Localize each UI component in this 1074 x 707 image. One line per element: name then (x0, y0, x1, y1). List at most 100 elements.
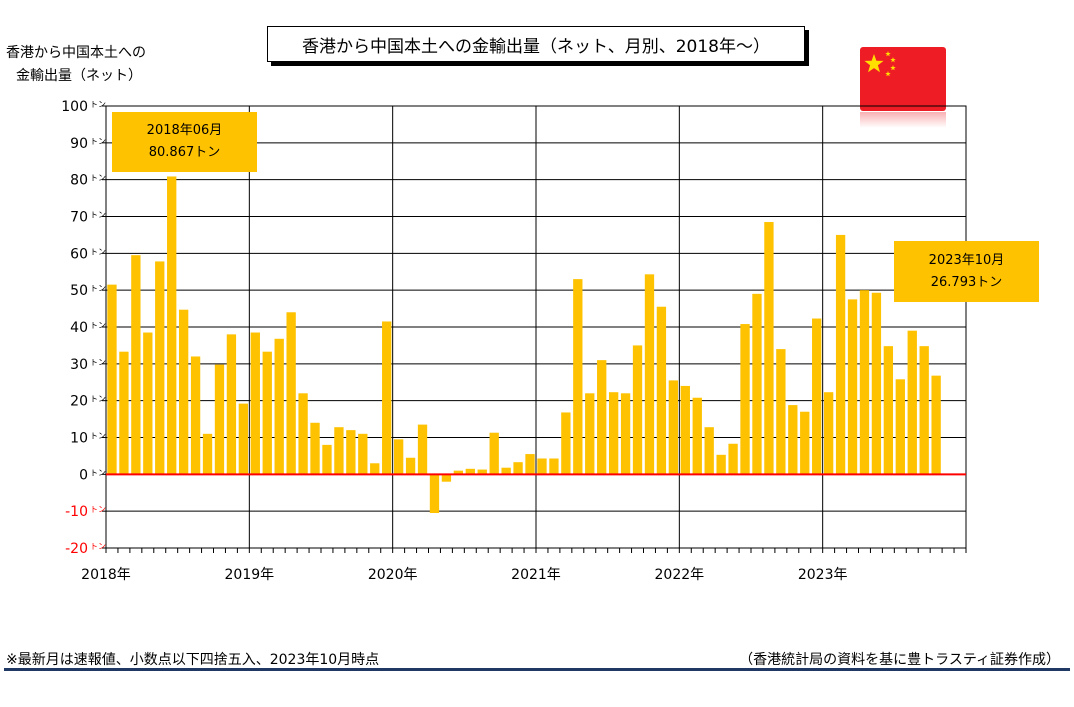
bar (441, 474, 452, 482)
bar (704, 427, 714, 475)
bar (465, 468, 475, 475)
bar (346, 430, 356, 475)
y-tick-label: 80 (70, 173, 88, 189)
bar (716, 454, 726, 475)
bar (262, 351, 272, 475)
y-tick-unit: トン (90, 505, 106, 514)
bar (585, 393, 595, 475)
bar (250, 332, 260, 475)
bar (859, 290, 870, 475)
x-year-label: 2018年 (81, 567, 131, 583)
bar (310, 422, 320, 475)
y-tick-unit: トン (90, 432, 106, 441)
bar (489, 432, 499, 475)
annotation-latest-value: 26.793トン (930, 274, 1003, 290)
bar (525, 454, 535, 475)
bar (728, 443, 738, 475)
source-note: （香港統計局の資料を基に豊トラスティ証券作成） (739, 652, 1060, 668)
bar (608, 392, 619, 475)
footnote: ※最新月は速報値、小数点以下四捨五入、2023年10月時点 (6, 652, 380, 668)
bar (274, 338, 284, 475)
y-tick-unit: トン (90, 211, 106, 220)
x-year-label: 2019年 (225, 567, 275, 583)
y-tick-label: -10 (65, 504, 88, 520)
x-year-label: 2020年 (368, 567, 418, 583)
chart-title: 香港から中国本土への金輸出量（ネット、月別、2018年～） (267, 26, 805, 62)
bar (334, 427, 344, 475)
y-tick-label: 40 (70, 320, 88, 336)
bar (405, 457, 416, 475)
flag-reflection (860, 112, 946, 128)
x-year-label: 2021年 (511, 567, 561, 583)
y-tick-unit: トン (90, 468, 106, 477)
y-tick-unit: トン (90, 395, 106, 404)
annotation-peak-value: 80.867トン (148, 145, 221, 160)
y-tick-unit: トン (90, 100, 106, 109)
bar (573, 279, 583, 475)
bar (907, 330, 917, 475)
y-tick-unit: トン (90, 542, 106, 551)
y-tick-label: 90 (70, 136, 88, 152)
bar (382, 321, 392, 475)
y-tick-label: 100 (61, 99, 88, 115)
bar (561, 412, 571, 475)
bar (895, 379, 905, 475)
bar (680, 385, 690, 475)
bar (513, 462, 523, 475)
annotation-latest: 2023年10月 26.793トン (894, 241, 1039, 302)
y-tick-unit: トン (90, 247, 106, 256)
bar (692, 397, 702, 475)
bar (597, 360, 607, 475)
bar (835, 234, 846, 475)
bar (752, 293, 762, 475)
y-tick-label: 30 (70, 357, 88, 373)
bar (358, 433, 368, 475)
chart-title-text: 香港から中国本土への金輸出量（ネット、月別、2018年～） (302, 36, 770, 57)
x-year-label: 2022年 (655, 567, 705, 583)
bar (155, 261, 165, 475)
y-tick-unit: トン (90, 137, 106, 146)
bar (883, 346, 894, 475)
bar (226, 334, 237, 475)
bar (167, 176, 177, 475)
y-axis-title-line-2: 金輸出量（ネット） (16, 68, 142, 84)
bar (537, 458, 547, 475)
bar (119, 351, 129, 475)
bar (214, 364, 225, 475)
x-year-label: 2023年 (798, 567, 848, 583)
bar (143, 332, 153, 475)
bar (322, 444, 332, 475)
bar (131, 255, 141, 475)
annotation-latest-month: 2023年10月 (928, 252, 1005, 268)
y-tick-label: 20 (70, 394, 88, 410)
bar (477, 469, 487, 475)
annotation-peak: 2018年06月 80.867トン (112, 112, 257, 172)
bar (107, 284, 117, 475)
bar (656, 306, 667, 475)
annotation-peak-month: 2018年06月 (146, 123, 223, 138)
bar (788, 405, 798, 475)
bar (501, 467, 511, 475)
bar (740, 324, 750, 475)
bar (549, 458, 559, 475)
bar (417, 424, 428, 475)
y-tick-unit: トン (90, 358, 106, 367)
bar (429, 474, 440, 513)
bar (931, 375, 941, 475)
bar (812, 318, 822, 475)
y-tick-label: 10 (70, 431, 88, 447)
bar (202, 433, 213, 475)
y-axis-title: 香港から中国本土への 金輸出量（ネット） (6, 42, 166, 88)
bar (919, 346, 929, 475)
bottom-rule (4, 668, 1070, 671)
bar (393, 439, 404, 475)
bar (453, 470, 464, 475)
bar (847, 299, 858, 475)
y-tick-label: 50 (70, 283, 88, 299)
y-tick-unit: トン (90, 284, 106, 293)
bar (632, 345, 643, 475)
bar (800, 411, 810, 475)
china-flag-icon (860, 47, 946, 111)
bar (178, 309, 189, 475)
